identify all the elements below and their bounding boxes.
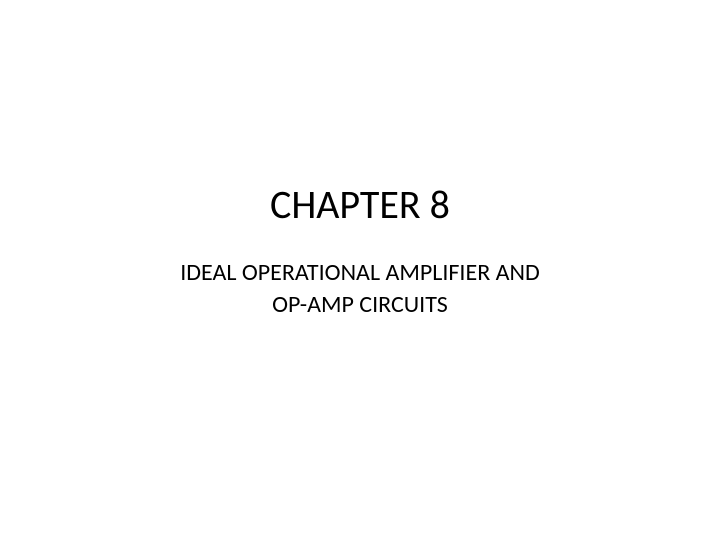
subtitle-line-1: IDEAL OPERATIONAL AMPLIFIER AND bbox=[180, 258, 540, 287]
slide-subtitle: IDEAL OPERATIONAL AMPLIFIER AND OP-AMP C… bbox=[180, 257, 540, 319]
subtitle-line-2: OP-AMP CIRCUITS bbox=[272, 290, 448, 319]
slide-title: CHAPTER 8 bbox=[270, 180, 450, 229]
